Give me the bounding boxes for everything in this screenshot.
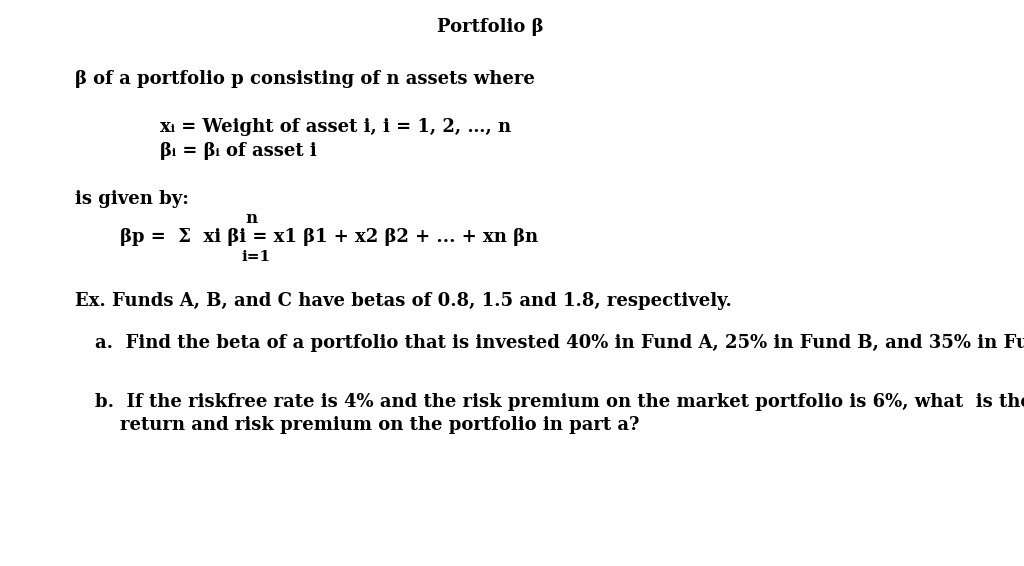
Text: b.  If the riskfree rate is 4% and the risk premium on the market portfolio is 6: b. If the riskfree rate is 4% and the ri… [95,393,1024,411]
Text: return and risk premium on the portfolio in part a?: return and risk premium on the portfolio… [120,416,639,434]
Text: Ex. Funds A, B, and C have betas of 0.8, 1.5 and 1.8, respectively.: Ex. Funds A, B, and C have betas of 0.8,… [75,292,732,310]
Text: β of a portfolio p consisting of n assets where: β of a portfolio p consisting of n asset… [75,70,535,88]
Text: xᵢ = Weight of asset i, i = 1, 2, …, n: xᵢ = Weight of asset i, i = 1, 2, …, n [160,118,511,136]
Text: is given by:: is given by: [75,190,188,208]
Text: a.  Find the beta of a portfolio that is invested 40% in Fund A, 25% in Fund B, : a. Find the beta of a portfolio that is … [95,334,1024,352]
Text: βᵢ = βᵢ of asset i: βᵢ = βᵢ of asset i [160,142,316,160]
Text: Portfolio β: Portfolio β [437,18,544,36]
Text: n: n [245,210,257,227]
Text: i=1: i=1 [242,250,271,264]
Text: βp =  Σ  xi βi = x1 β1 + x2 β2 + ... + xn βn: βp = Σ xi βi = x1 β1 + x2 β2 + ... + xn … [120,228,539,246]
